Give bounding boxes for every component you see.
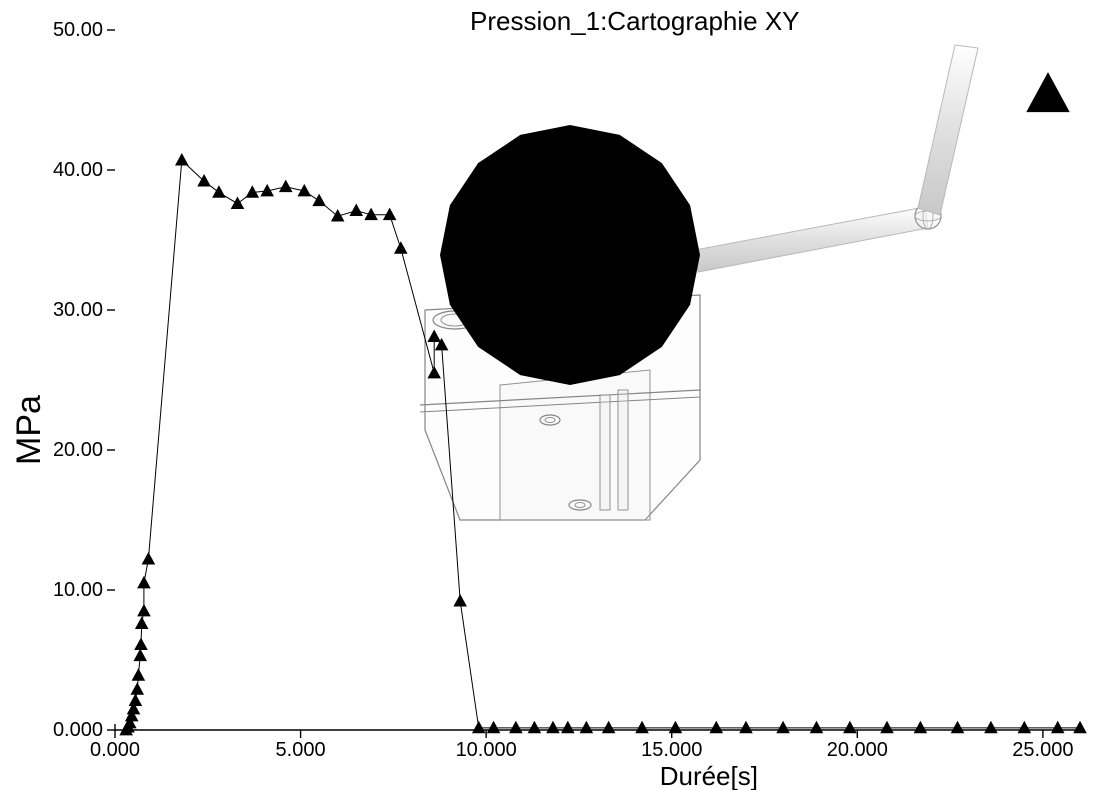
x-tick-label: 15.000 [641,739,702,761]
y-tick-label: 50.00 [53,19,103,41]
y-tick-label: 20.00 [53,439,103,461]
overlay-sphere [440,125,700,385]
x-tick-label: 10.000 [456,739,517,761]
x-tick-label: 20.000 [827,739,888,761]
x-tick-label: 25.000 [1012,739,1073,761]
y-tick-label: 40.00 [53,159,103,181]
y-tick-label: 0.000 [53,719,103,741]
x-tick-label: 0.000 [90,739,140,761]
chart-svg: 0.000 5.000 10.000 15.000 20.000 25.000 0.000 1… [0,0,1096,790]
y-tick-label: 10.00 [53,579,103,601]
y-axis-label: MPa [10,395,48,465]
y-tick-label: 30.00 [53,299,103,321]
chart-container: 0.000 5.000 10.000 15.000 20.000 25.000 0.000 1… [0,0,1096,790]
x-tick-label: 5.000 [276,739,326,761]
chart-title: Pression_1:Cartographie XY [470,6,800,36]
x-axis-label: Durée[s] [660,761,758,790]
